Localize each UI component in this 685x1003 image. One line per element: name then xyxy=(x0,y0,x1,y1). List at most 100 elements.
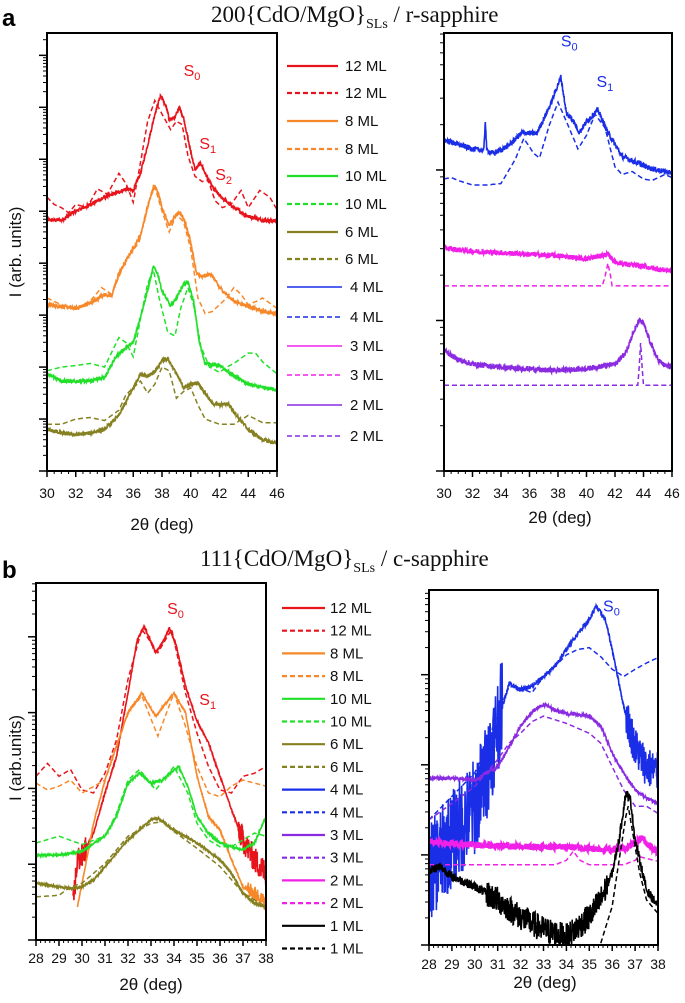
x-tick-label: 38 xyxy=(550,485,566,501)
x-tick-label: 35 xyxy=(189,950,205,966)
x-tick-label: 32 xyxy=(465,485,481,501)
legend-a: 12 ML 12 ML 8 ML 8 ML 10 ML 10 ML 6 ML 6 ML 4 ML… xyxy=(287,58,387,445)
peak-annotation: S0 xyxy=(561,34,578,54)
series-line-6ml-dashed xyxy=(36,821,266,908)
legend-item: 2 ML xyxy=(282,872,363,889)
legend-item: 4 ML xyxy=(287,309,383,326)
legend-label: 10 ML xyxy=(345,168,387,185)
x-axis-title: 2θ (deg) xyxy=(513,973,576,992)
series-line-3ml-solid xyxy=(429,701,658,807)
peak-annotation: S0 xyxy=(603,599,620,619)
series-line-3ml-dashed xyxy=(429,715,658,821)
x-tick-label: 30 xyxy=(467,956,483,972)
x-tick-label: 31 xyxy=(490,956,506,972)
x-tick-label: 33 xyxy=(143,950,159,966)
series-line-2ml-solid xyxy=(429,833,658,858)
x-tick-label: 42 xyxy=(212,485,228,501)
legend-label: 4 ML xyxy=(330,804,363,821)
legend-label: 8 ML xyxy=(345,113,378,130)
x-tick-label: 32 xyxy=(68,485,84,501)
x-tick-label: 30 xyxy=(39,485,55,501)
series-group xyxy=(36,623,266,911)
legend-item: 12 ML xyxy=(282,623,372,640)
x-tick-label: 36 xyxy=(212,950,228,966)
x-tick-label: 38 xyxy=(650,956,666,972)
legend-item: 4 ML xyxy=(287,279,383,296)
x-tick-label: 46 xyxy=(664,485,680,501)
series-line-6ml-dashed xyxy=(47,366,277,425)
legend-item: 12 ML xyxy=(287,58,387,75)
legend-label: 3 ML xyxy=(330,827,363,844)
legend-item: 8 ML xyxy=(287,113,378,130)
legend-item: 10 ML xyxy=(282,714,372,731)
legend-item: 10 ML xyxy=(287,168,387,185)
series-line-10ml-solid xyxy=(36,765,266,859)
x-tick-label: 38 xyxy=(258,950,274,966)
x-axis-title: 2θ (deg) xyxy=(119,975,182,994)
x-tick-label: 33 xyxy=(536,956,552,972)
legend-label: 10 ML xyxy=(330,714,372,731)
legend-item: 4 ML xyxy=(282,804,363,821)
legend-label: 12 ML xyxy=(345,85,387,102)
plot-a-right: 30 32 34 36 38 40 42 44 46 2θ (deg) S0 S1 xyxy=(436,32,680,527)
x-tick-label: 32 xyxy=(513,956,529,972)
x-axis-title: 2θ (deg) xyxy=(130,515,193,534)
series-group xyxy=(444,74,672,386)
legend-label: 12 ML xyxy=(330,623,372,640)
legend-label: 3 ML xyxy=(350,367,383,384)
x-tick-label: 30 xyxy=(436,485,452,501)
legend-item: 6 ML xyxy=(287,224,378,241)
legend-item: 8 ML xyxy=(282,645,363,662)
series-line-1ml-dashed xyxy=(600,806,658,944)
x-tick-label: 30 xyxy=(74,950,90,966)
x-tick-label: 29 xyxy=(51,950,67,966)
legend-item: 3 ML xyxy=(282,827,363,844)
x-tick-label: 36 xyxy=(522,485,538,501)
x-tick-label: 40 xyxy=(183,485,199,501)
series-line-3ml-dashed xyxy=(444,263,672,287)
series-line-12ml-dashed xyxy=(36,627,266,794)
x-tick-label: 28 xyxy=(28,950,44,966)
x-tick-label: 42 xyxy=(607,485,623,501)
series-line-4ml-solid xyxy=(444,74,672,176)
legend-label: 8 ML xyxy=(330,645,363,662)
legend-b: 12 ML 12 ML 8 ML 8 ML 10 ML 10 ML 6 ML 6 ML 4 ML… xyxy=(282,600,372,958)
legend-item: 1 ML xyxy=(282,941,363,958)
series-line-12ml-solid xyxy=(72,623,266,901)
series-line-12ml-solid xyxy=(47,92,277,225)
legend-label: 2 ML xyxy=(330,872,363,889)
x-tick-label: 35 xyxy=(582,956,598,972)
legend-label: 2 ML xyxy=(350,428,383,445)
legend-item: 8 ML xyxy=(287,141,378,158)
peak-annotation: S1 xyxy=(596,74,613,94)
legend-item: 2 ML xyxy=(282,895,363,912)
plot-frame xyxy=(428,589,659,946)
panel-label-a: a xyxy=(2,5,16,32)
legend-label: 2 ML xyxy=(330,895,363,912)
legend-label: 3 ML xyxy=(350,338,383,355)
legend-item: 12 ML xyxy=(287,85,387,102)
series-line-2ml-solid xyxy=(444,317,672,376)
series-line-12ml-dashed xyxy=(47,98,277,214)
x-tick-label: 34 xyxy=(97,485,113,501)
series-line-6ml-solid xyxy=(36,815,266,910)
plot-a-left: 30 32 34 36 38 40 42 44 46 2θ (deg) S0 S1 S2 xyxy=(39,32,285,534)
legend-item: 6 ML xyxy=(282,759,363,776)
legend-label: 2 ML xyxy=(350,397,383,414)
series-line-1ml-solid xyxy=(429,790,658,945)
legend-item: 6 ML xyxy=(282,736,363,753)
plot-b-right: 28 29 30 31 32 33 34 35 36 37 38 2θ (deg) S0 xyxy=(421,589,666,992)
legend-label: 6 ML xyxy=(330,736,363,753)
legend-item: 10 ML xyxy=(287,196,387,213)
legend-label: 4 ML xyxy=(350,309,383,326)
x-tick-label: 44 xyxy=(240,485,256,501)
x-tick-label: 28 xyxy=(421,956,437,972)
x-tick-label: 34 xyxy=(493,485,509,501)
x-tick-label: 37 xyxy=(627,956,643,972)
legend-label: 6 ML xyxy=(345,251,378,268)
legend-label: 1 ML xyxy=(330,941,363,958)
legend-item: 2 ML xyxy=(287,397,383,414)
legend-label: 4 ML xyxy=(350,279,383,296)
series-group xyxy=(47,92,277,446)
